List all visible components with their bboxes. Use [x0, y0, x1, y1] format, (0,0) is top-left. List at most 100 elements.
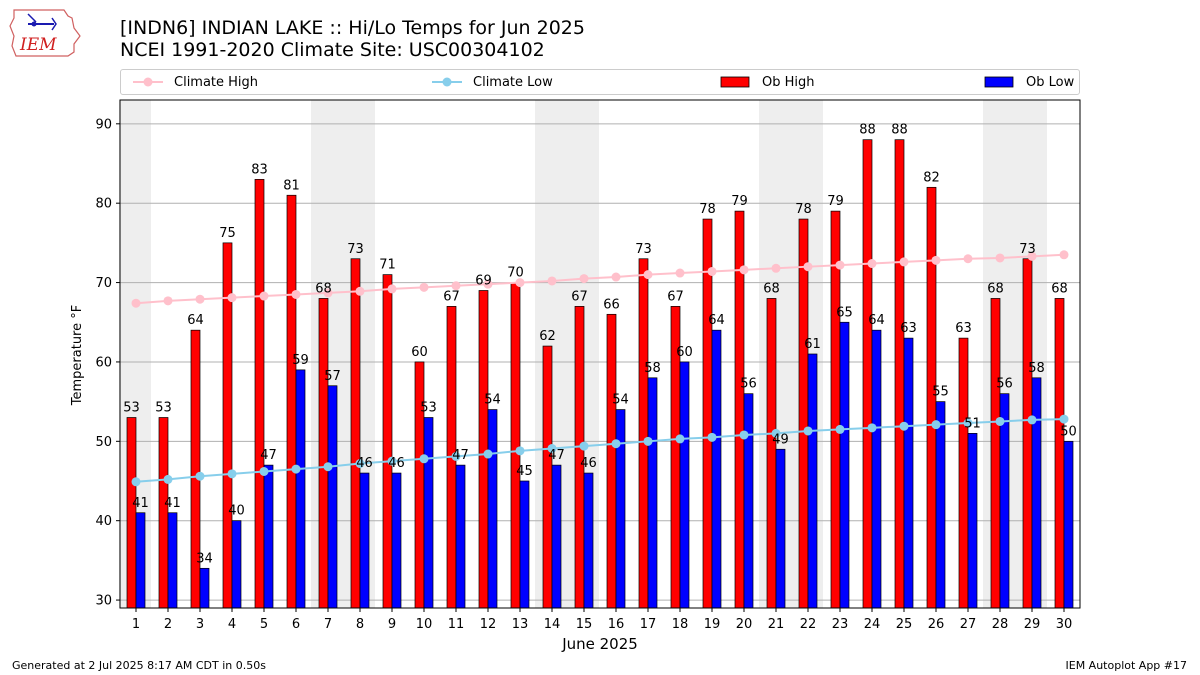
bar-ob-high [894, 139, 905, 609]
bar-ob-high [1054, 298, 1065, 609]
x-tick-label: 16 [608, 617, 625, 632]
x-tick-label: 19 [704, 617, 721, 632]
label-ob-low: 58 [644, 361, 661, 376]
label-ob-low: 56 [996, 377, 1013, 392]
label-ob-high: 78 [795, 202, 812, 217]
bar-ob-high [542, 345, 553, 609]
label-ob-high: 67 [443, 289, 460, 304]
point-climate-low [227, 469, 237, 479]
title-line-2: NCEI 1991-2020 Climate Site: USC00304102 [120, 39, 545, 61]
label-ob-high: 83 [251, 162, 268, 177]
point-climate-low [835, 424, 845, 434]
line-climate-high [135, 253, 1065, 305]
x-tick-label: 21 [768, 617, 785, 632]
label-ob-low: 46 [388, 456, 405, 471]
label-ob-low: 47 [548, 448, 565, 463]
x-tick-label: 28 [992, 617, 1009, 632]
point-climate-high [419, 282, 429, 292]
bar-ob-low [743, 393, 754, 609]
y-tick-label: 40 [95, 514, 112, 529]
bar-ob-low [871, 329, 882, 609]
point-climate-high [163, 296, 173, 306]
label-ob-low: 46 [356, 456, 373, 471]
legend-ob-high: Ob High [719, 73, 815, 91]
bar-ob-low [295, 369, 306, 609]
x-tick-label: 7 [324, 617, 332, 632]
plot-frame [119, 99, 1081, 609]
point-climate-high [547, 276, 557, 286]
bar-ob-high [318, 298, 329, 609]
bar-ob-high [1022, 258, 1033, 609]
point-climate-high [835, 260, 845, 270]
bar-ob-high [606, 313, 617, 609]
point-climate-low [483, 449, 493, 459]
bar-ob-low [839, 321, 850, 609]
point-climate-low [579, 441, 589, 451]
label-ob-low: 63 [900, 321, 917, 336]
label-ob-low: 59 [292, 353, 309, 368]
line-climate-low [135, 418, 1065, 483]
label-ob-high: 53 [155, 401, 172, 416]
bar-ob-high [158, 417, 169, 609]
point-climate-low [291, 464, 301, 474]
label-ob-low: 49 [772, 432, 789, 447]
bar-ob-low [231, 520, 242, 609]
label-ob-high: 53 [123, 401, 140, 416]
label-ob-high: 62 [539, 329, 556, 344]
chart-title: [INDN6] INDIAN LAKE :: Hi/Lo Temps for J… [120, 17, 585, 61]
label-ob-high: 75 [219, 226, 236, 241]
x-tick-label: 13 [512, 617, 529, 632]
point-climate-low [323, 462, 333, 472]
label-ob-high: 73 [347, 242, 364, 257]
point-climate-low [611, 439, 621, 449]
bar-ob-high [766, 298, 777, 609]
y-tick-label: 90 [95, 117, 112, 132]
bar-ob-low [263, 464, 274, 609]
point-climate-high [387, 284, 397, 294]
label-ob-low: 40 [228, 504, 245, 519]
point-climate-high [291, 289, 301, 299]
label-ob-high: 79 [731, 194, 748, 209]
x-tick-label: 27 [960, 617, 977, 632]
label-ob-high: 68 [987, 281, 1004, 296]
label-ob-high: 66 [603, 297, 620, 312]
label-ob-high: 68 [763, 281, 780, 296]
label-ob-high: 67 [667, 289, 684, 304]
bar-ob-low [999, 393, 1010, 609]
bar-ob-low [903, 337, 914, 609]
point-climate-low [515, 446, 525, 456]
legend-ob-low-label: Ob Low [1026, 74, 1075, 90]
bar-ob-low [711, 329, 722, 609]
y-tick-label: 50 [95, 435, 112, 450]
label-ob-high: 67 [571, 289, 588, 304]
point-climate-low [547, 443, 557, 453]
x-axis-label: June 2025 [561, 635, 638, 653]
bar-ob-low [167, 512, 178, 609]
x-tick-label: 6 [292, 617, 300, 632]
label-ob-low: 56 [740, 377, 757, 392]
label-ob-high: 79 [827, 194, 844, 209]
point-climate-high [707, 266, 717, 276]
point-climate-low [419, 454, 429, 464]
legend-climate-high: Climate High [131, 73, 258, 91]
bar-ob-high [350, 258, 361, 609]
point-climate-high [1027, 251, 1037, 261]
bar-ob-high [286, 194, 297, 609]
x-tick-label: 11 [448, 617, 465, 632]
point-climate-high [643, 270, 653, 280]
y-tick-label: 30 [95, 594, 112, 609]
point-climate-low [675, 434, 685, 444]
label-ob-low: 53 [420, 401, 437, 416]
x-tick-label: 17 [640, 617, 657, 632]
x-tick-label: 30 [1056, 617, 1073, 632]
point-climate-low [1059, 414, 1069, 424]
label-ob-low: 55 [932, 385, 949, 400]
legend-ob-low-swatch [984, 76, 1014, 88]
bar-ob-high [990, 298, 1001, 609]
label-ob-low: 50 [1060, 424, 1077, 439]
point-climate-high [803, 262, 813, 272]
label-ob-low: 34 [196, 551, 213, 566]
bar-ob-high [190, 329, 201, 609]
point-climate-low [259, 466, 269, 476]
